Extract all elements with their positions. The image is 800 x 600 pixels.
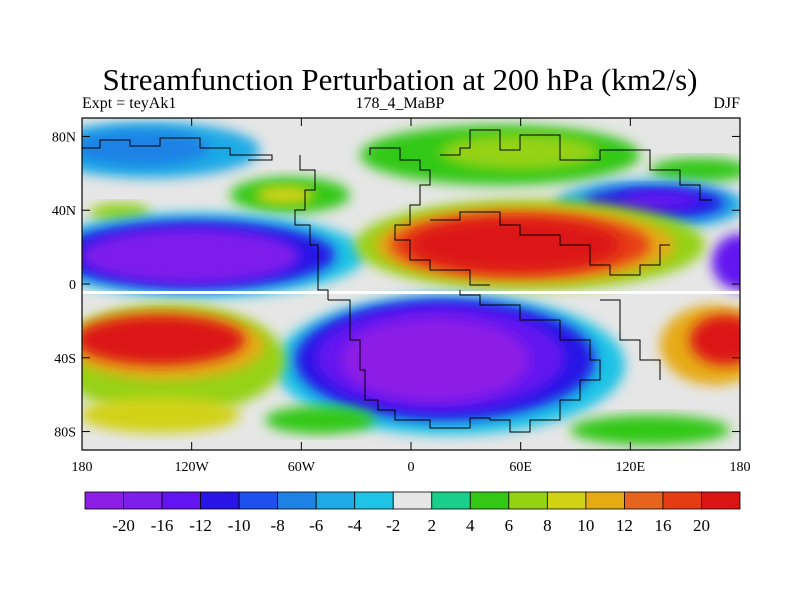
equatorial-zero-band xyxy=(82,291,740,294)
y-tick-label: 80S xyxy=(54,426,76,441)
colorbar-swatch xyxy=(200,491,240,510)
x-tick-label: 60E xyxy=(509,460,532,475)
colorbar-label: 4 xyxy=(466,516,475,535)
colorbar-label: 2 xyxy=(428,516,437,535)
x-tick-label: 0 xyxy=(408,460,415,475)
colorbar-label: -16 xyxy=(151,516,174,535)
x-tick-label: 120W xyxy=(175,460,210,475)
x-tick-label: 120E xyxy=(616,460,646,475)
colorbar-swatch xyxy=(315,491,356,510)
colorbar-label: -10 xyxy=(228,516,251,535)
colorbar-label: 6 xyxy=(505,516,514,535)
asia-positive-center xyxy=(355,200,705,290)
x-tick-label: 180 xyxy=(72,460,93,475)
y-tick-label: 80N xyxy=(52,130,76,145)
coastlines xyxy=(82,129,712,433)
colorbar-swatch xyxy=(662,491,702,510)
colorbar-swatch xyxy=(546,491,587,510)
colorbar-swatch xyxy=(469,491,510,510)
colorbar-label: 16 xyxy=(654,516,671,535)
experiment-label: Expt = teyAk1 xyxy=(82,95,177,112)
colorbar-swatch xyxy=(701,491,741,510)
colorbar-label: -8 xyxy=(271,516,285,535)
colorbar-swatch xyxy=(161,491,201,510)
arctic-negative-band xyxy=(82,122,260,178)
y-tick-label: 40S xyxy=(54,352,76,367)
npacific-tropical-negative xyxy=(82,213,740,297)
southern-ocean-bands xyxy=(265,406,730,445)
southwest-pacific-positive xyxy=(660,305,740,385)
streamfunction-field xyxy=(82,118,740,450)
y-tick-label: 40N xyxy=(52,204,76,219)
south-pacific-positive xyxy=(82,305,285,433)
colorbar: -20 -16 -12 -10 -8 -6 -4 -2 2 4 6 8 10 12 16 20 xyxy=(84,491,741,535)
colorbar-swatch xyxy=(585,491,625,510)
colorbar-label: 10 xyxy=(577,516,594,535)
x-tick-label: 60W xyxy=(288,460,316,475)
colorbar-swatch xyxy=(354,491,394,510)
colorbar-swatch xyxy=(624,491,664,510)
colorbar-label: -2 xyxy=(386,516,400,535)
colorbar-swatch xyxy=(508,491,548,510)
colorbar-swatch xyxy=(392,491,433,510)
colorbar-label: 20 xyxy=(693,516,710,535)
colorbar-swatch xyxy=(84,491,124,510)
colorbar-label: -4 xyxy=(348,516,363,535)
colorbar-swatch xyxy=(123,491,163,510)
colorbar-swatch xyxy=(431,491,471,510)
plot-title: Streamfunction Perturbation at 200 hPa (… xyxy=(102,62,698,97)
colorbar-label: 12 xyxy=(616,516,633,535)
y-tick-label: 0 xyxy=(69,278,76,293)
colorbar-label: 8 xyxy=(543,516,552,535)
x-tick-label: 180 xyxy=(730,460,751,475)
map-axes: 80N 40N 0 40S 80S 180 120W 60W 0 60E 120E 180 xyxy=(52,118,751,475)
colorbar-label: -20 xyxy=(112,516,135,535)
colorbar-label: -12 xyxy=(189,516,212,535)
south-atlantic-negative xyxy=(275,295,625,435)
colorbar-swatch xyxy=(277,491,317,510)
period-label: 178_4_MaBP xyxy=(355,95,445,112)
colorbar-swatch xyxy=(238,491,279,510)
season-label: DJF xyxy=(713,95,740,112)
colorbar-label: -6 xyxy=(309,516,323,535)
